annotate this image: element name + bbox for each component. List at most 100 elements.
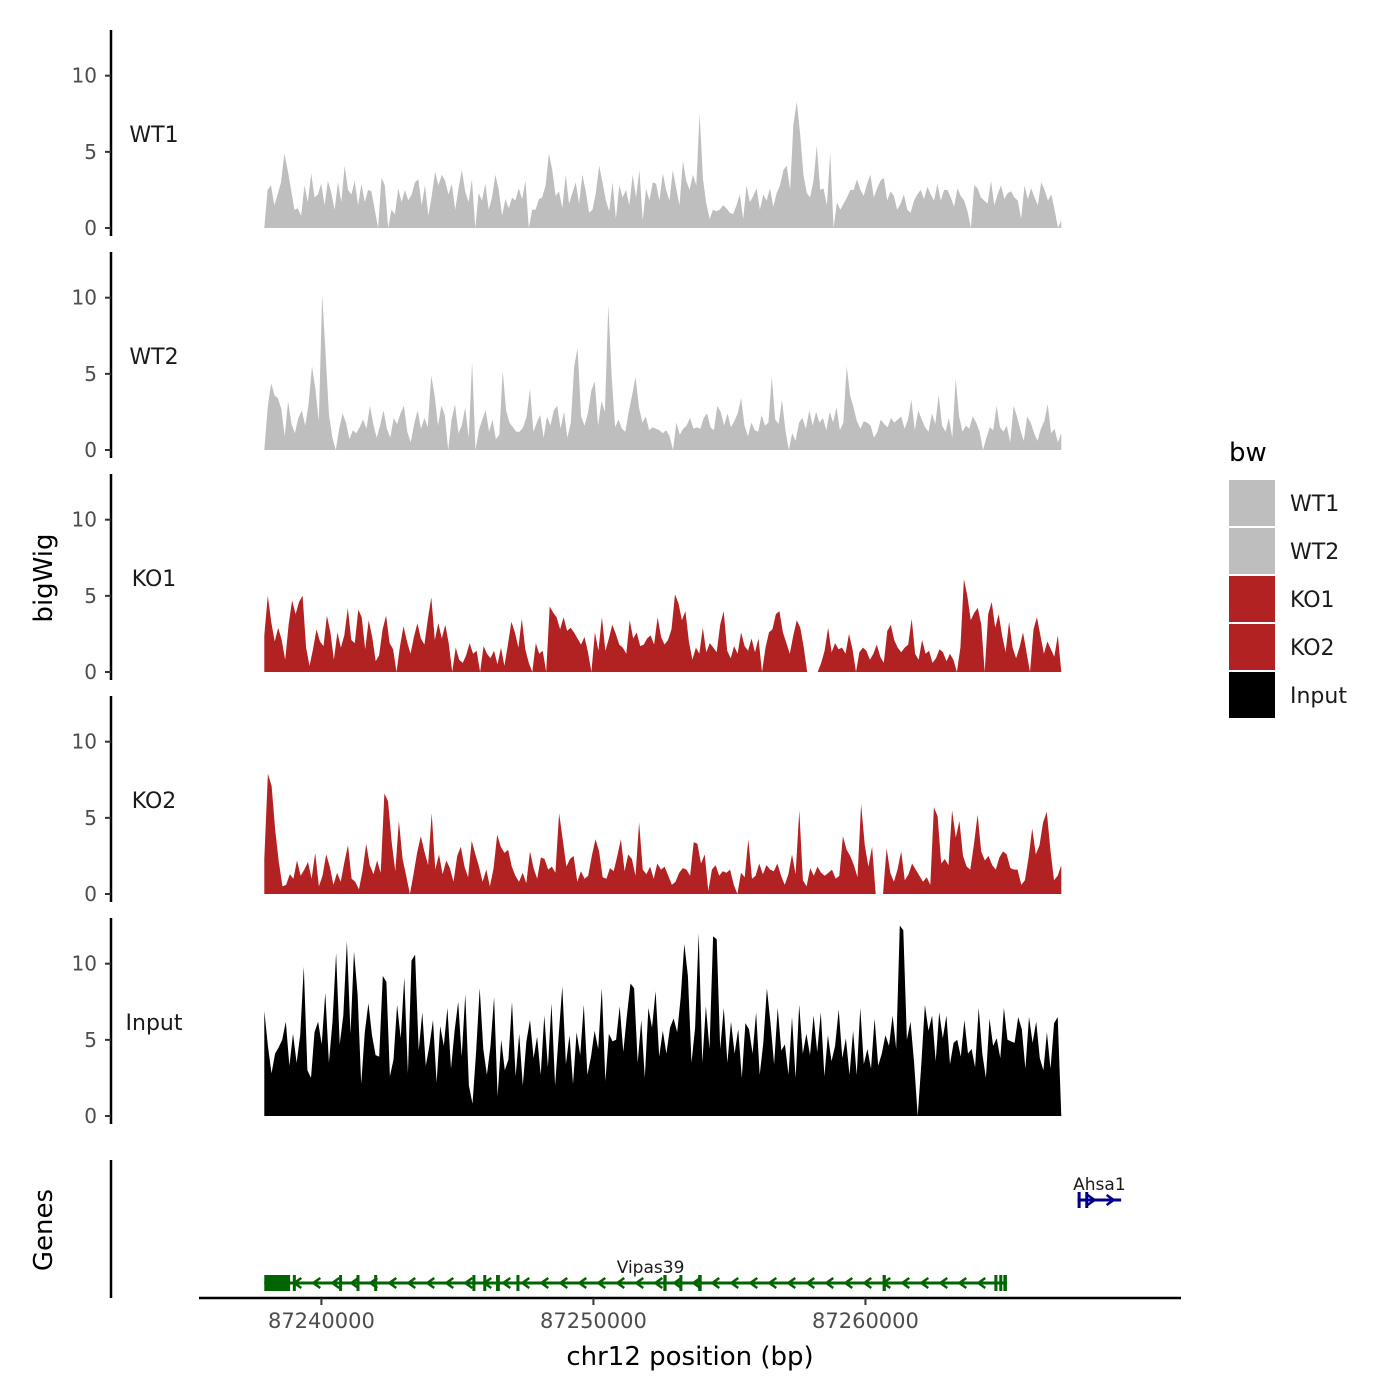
- y-tick-label: 5: [84, 1028, 97, 1052]
- legend-swatch: [1229, 480, 1275, 526]
- exon: [1085, 1192, 1089, 1208]
- exon: [698, 1275, 702, 1291]
- legend: bw WT1 WT2 KO1 KO2 Input: [1229, 438, 1347, 718]
- legend-swatch: [1229, 528, 1275, 574]
- y-tick-label: 5: [84, 140, 97, 164]
- legend-label: Input: [1290, 684, 1347, 709]
- strand-arrow: [691, 1276, 702, 1290]
- strand-arrow: [900, 1276, 911, 1290]
- legend-item-ko1: KO1: [1229, 576, 1335, 622]
- legend-item-input: Input: [1229, 672, 1347, 718]
- strand-arrow: [957, 1276, 968, 1290]
- exon: [1077, 1192, 1081, 1208]
- strand-arrow: [824, 1276, 835, 1290]
- exon: [1003, 1275, 1007, 1291]
- gene-vipas39: Vipas39: [264, 1258, 1007, 1291]
- x-tick-label: 87260000: [812, 1309, 919, 1333]
- strand-arrow: [710, 1276, 721, 1290]
- strand-arrow: [748, 1276, 759, 1290]
- track-name: KO1: [132, 567, 177, 592]
- exon: [472, 1275, 476, 1291]
- strand-arrow: [406, 1276, 417, 1290]
- gene-label: Ahsa1: [1073, 1175, 1126, 1195]
- legend-item-wt2: WT2: [1229, 528, 1339, 574]
- exon: [516, 1275, 520, 1291]
- area-input: [264, 925, 1062, 1116]
- exon: [264, 1275, 291, 1291]
- strand-arrow: [349, 1276, 360, 1290]
- strand-arrow: [539, 1276, 550, 1290]
- legend-title: bw: [1229, 438, 1267, 468]
- strand-arrow: [786, 1276, 797, 1290]
- gene-label: Vipas39: [617, 1258, 685, 1278]
- area-wt2: [264, 294, 1062, 450]
- strand-arrow: [1105, 1193, 1116, 1207]
- y-tick-label: 0: [84, 660, 97, 684]
- strand-arrow: [634, 1276, 645, 1290]
- track-panel-ko1: 0 5 10 KO1: [72, 474, 1062, 684]
- y-tick-label: 5: [84, 806, 97, 830]
- strand-arrow: [520, 1276, 531, 1290]
- y-tick-label: 10: [72, 64, 97, 88]
- legend-swatch: [1229, 624, 1275, 670]
- strand-arrow: [919, 1276, 930, 1290]
- legend-items: WT1 WT2 KO1 KO2 Input: [1229, 480, 1347, 718]
- y-axis-label: bigWig: [29, 533, 59, 622]
- area-ko1: [264, 579, 1062, 672]
- strand-arrow: [501, 1276, 512, 1290]
- legend-label: WT2: [1290, 540, 1339, 565]
- strand-arrow: [976, 1276, 987, 1290]
- strand-arrow: [387, 1276, 398, 1290]
- exon: [999, 1275, 1003, 1291]
- legend-label: WT1: [1290, 492, 1339, 517]
- y-tick-label: 5: [84, 584, 97, 608]
- legend-item-ko2: KO2: [1229, 624, 1335, 670]
- strand-arrow: [653, 1276, 664, 1290]
- strand-arrow: [558, 1276, 569, 1290]
- x-tick-label: 87240000: [268, 1309, 375, 1333]
- exon: [483, 1275, 487, 1291]
- strand-arrow: [805, 1276, 816, 1290]
- track-panel-input: 0 5 10 Input: [72, 918, 1062, 1128]
- x-axis-label: chr12 position (bp): [566, 1342, 813, 1372]
- exon: [994, 1275, 998, 1291]
- x-axis: 87240000 87250000 87260000: [199, 1296, 1181, 1333]
- strand-arrow: [862, 1276, 873, 1290]
- legend-swatch: [1229, 672, 1275, 718]
- strand-arrow: [463, 1276, 474, 1290]
- y-tick-label: 0: [84, 438, 97, 462]
- strand-arrow: [311, 1276, 322, 1290]
- track-panel-wt2: 0 5 10 WT2: [72, 252, 1062, 462]
- y-tick-label: 10: [72, 952, 97, 976]
- y-tick-label: 10: [72, 730, 97, 754]
- track-name: KO2: [132, 789, 177, 814]
- exon: [339, 1275, 343, 1291]
- strand-arrow: [444, 1276, 455, 1290]
- y-tick-label: 0: [84, 882, 97, 906]
- gene-ahsa1: Ahsa1: [1073, 1175, 1126, 1208]
- strand-arrow: [425, 1276, 436, 1290]
- strand-arrow: [767, 1276, 778, 1290]
- track-panel-wt1: 0 5 10 WT1: [72, 30, 1062, 240]
- exon: [496, 1275, 500, 1291]
- area-wt1: [264, 101, 1062, 228]
- y-tick-label: 5: [84, 362, 97, 386]
- strand-arrow: [1086, 1193, 1097, 1207]
- genes-panel: Vipas39 Ahsa1: [109, 1160, 1126, 1298]
- exon: [356, 1275, 360, 1291]
- legend-label: KO1: [1290, 588, 1335, 613]
- exon: [292, 1275, 296, 1291]
- track-panel-ko2: 0 5 10 KO2: [72, 696, 1062, 906]
- strand-arrow: [672, 1276, 683, 1290]
- strand-arrow: [577, 1276, 588, 1290]
- track-panels: 0 5 10 WT1 0 5 10 WT2 0 5 10 KO1 0 5 10 KO2 0 5 10 Input: [72, 30, 1062, 1128]
- strand-arrow: [330, 1276, 341, 1290]
- area-ko2: [264, 773, 1062, 894]
- y-tick-label: 0: [84, 1104, 97, 1128]
- track-name: WT2: [129, 345, 178, 370]
- y-tick-label: 10: [72, 508, 97, 532]
- track-name: WT1: [129, 123, 178, 148]
- exon: [882, 1275, 886, 1291]
- track-name: Input: [126, 1011, 183, 1036]
